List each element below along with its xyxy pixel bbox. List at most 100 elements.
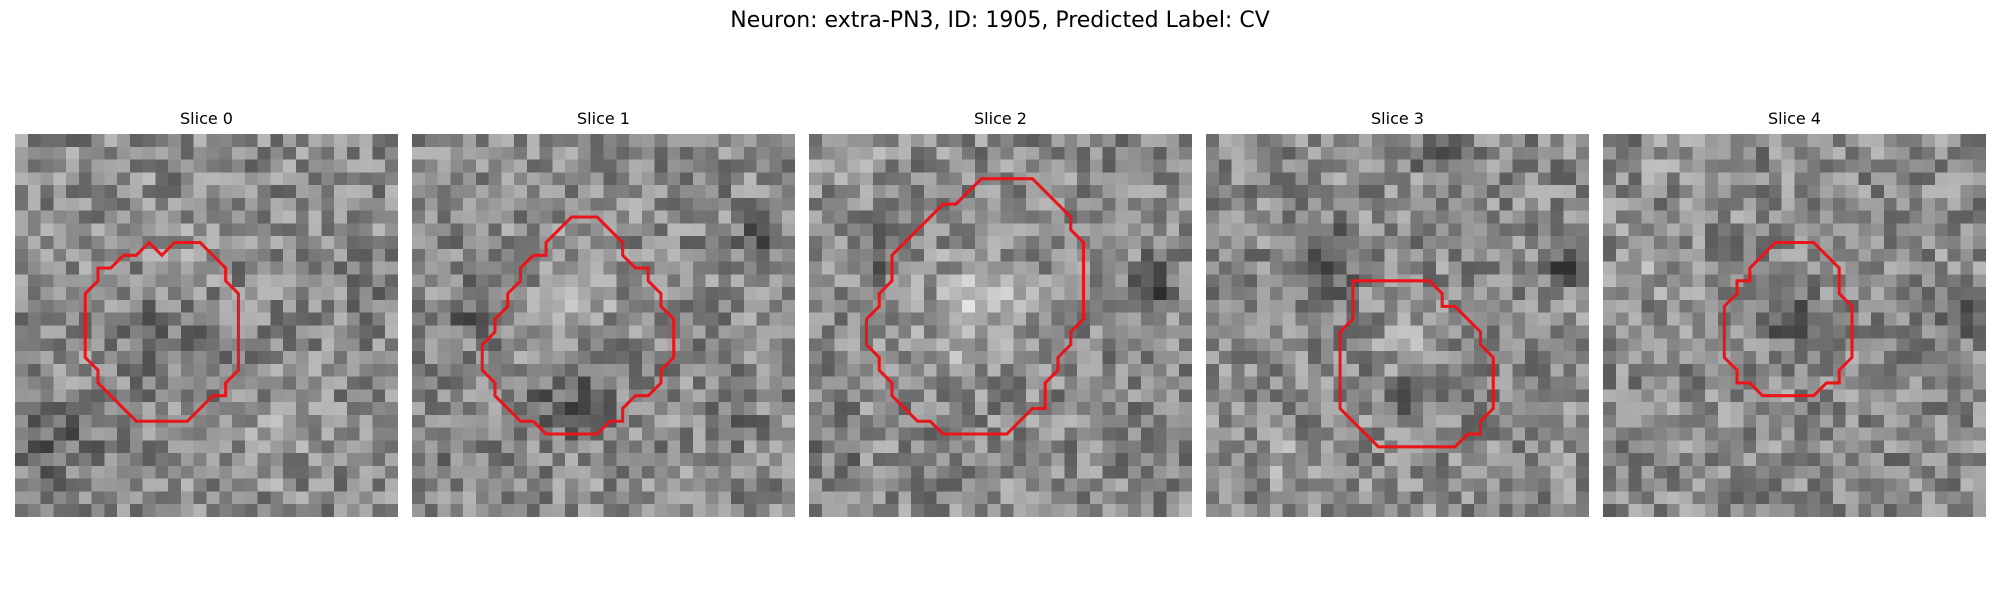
image-pixel bbox=[1537, 325, 1551, 339]
image-pixel bbox=[743, 427, 757, 441]
image-pixel bbox=[1871, 223, 1885, 237]
image-pixel bbox=[1218, 504, 1232, 517]
image-pixel bbox=[270, 402, 284, 416]
image-pixel bbox=[1153, 197, 1167, 211]
image-pixel bbox=[641, 325, 655, 339]
image-pixel bbox=[1153, 325, 1167, 339]
image-pixel bbox=[1486, 504, 1500, 517]
image-pixel bbox=[450, 236, 464, 250]
image-pixel bbox=[193, 299, 207, 313]
image-pixel bbox=[1423, 363, 1437, 377]
image-pixel bbox=[1244, 134, 1258, 148]
image-pixel bbox=[385, 210, 398, 224]
image-pixel bbox=[1845, 134, 1859, 148]
image-pixel bbox=[1089, 236, 1103, 250]
image-pixel bbox=[1576, 453, 1589, 467]
image-pixel bbox=[1051, 236, 1065, 250]
image-pixel bbox=[1550, 236, 1564, 250]
image-pixel bbox=[526, 376, 540, 390]
image-pixel bbox=[155, 325, 169, 339]
image-pixel bbox=[1179, 223, 1192, 237]
image-pixel bbox=[1499, 440, 1513, 454]
image-pixel bbox=[1666, 197, 1680, 211]
image-pixel bbox=[1013, 389, 1027, 403]
image-pixel bbox=[1244, 325, 1258, 339]
image-pixel bbox=[1679, 414, 1693, 428]
image-pixel bbox=[756, 376, 770, 390]
image-pixel bbox=[1474, 172, 1488, 186]
image-pixel bbox=[731, 261, 745, 275]
image-pixel bbox=[40, 185, 54, 199]
image-pixel bbox=[1179, 402, 1192, 416]
image-pixel bbox=[603, 159, 617, 173]
image-pixel bbox=[1947, 274, 1961, 288]
image-pixel bbox=[1628, 312, 1642, 326]
image-pixel bbox=[577, 223, 591, 237]
image-pixel bbox=[1832, 325, 1846, 339]
image-pixel bbox=[847, 504, 861, 517]
image-pixel bbox=[1628, 363, 1642, 377]
image-pixel bbox=[539, 465, 553, 479]
image-pixel bbox=[232, 236, 246, 250]
image-pixel bbox=[232, 146, 246, 160]
image-pixel bbox=[1525, 185, 1539, 199]
image-pixel bbox=[1896, 351, 1910, 365]
image-pixel bbox=[885, 299, 899, 313]
image-pixel bbox=[1563, 351, 1577, 365]
image-pixel bbox=[565, 402, 579, 416]
image-pixel bbox=[412, 325, 426, 339]
image-pixel bbox=[1257, 287, 1271, 301]
image-pixel bbox=[654, 146, 668, 160]
image-pixel bbox=[1206, 402, 1220, 416]
image-pixel bbox=[756, 363, 770, 377]
image-pixel bbox=[168, 351, 182, 365]
image-pixel bbox=[346, 453, 360, 467]
image-pixel bbox=[1768, 351, 1782, 365]
image-pixel bbox=[1947, 465, 1961, 479]
image-pixel bbox=[295, 287, 309, 301]
image-pixel bbox=[1576, 172, 1589, 186]
image-pixel bbox=[936, 248, 950, 262]
image-pixel bbox=[257, 223, 271, 237]
image-pixel bbox=[1000, 299, 1014, 313]
image-pixel bbox=[244, 504, 258, 517]
image-pixel bbox=[705, 351, 719, 365]
image-pixel bbox=[1051, 325, 1065, 339]
image-pixel bbox=[1435, 185, 1449, 199]
image-pixel bbox=[1308, 134, 1322, 148]
image-pixel bbox=[565, 465, 579, 479]
image-pixel bbox=[27, 453, 41, 467]
image-pixel bbox=[1115, 389, 1129, 403]
image-pixel bbox=[1973, 427, 1986, 441]
image-pixel bbox=[1474, 287, 1488, 301]
image-pixel bbox=[412, 402, 426, 416]
image-pixel bbox=[1934, 363, 1948, 377]
image-pixel bbox=[1359, 312, 1373, 326]
image-pixel bbox=[117, 223, 131, 237]
image-pixel bbox=[782, 134, 795, 148]
image-pixel bbox=[974, 440, 988, 454]
image-pixel bbox=[539, 402, 553, 416]
image-pixel bbox=[463, 210, 477, 224]
image-pixel bbox=[885, 465, 899, 479]
image-pixel bbox=[936, 402, 950, 416]
image-pixel bbox=[1013, 363, 1027, 377]
image-pixel bbox=[731, 351, 745, 365]
image-pixel bbox=[692, 299, 706, 313]
image-pixel bbox=[731, 402, 745, 416]
image-pixel bbox=[27, 197, 41, 211]
image-pixel bbox=[1973, 134, 1986, 148]
image-pixel bbox=[565, 376, 579, 390]
image-pixel bbox=[1371, 478, 1385, 492]
image-pixel bbox=[1140, 134, 1154, 148]
image-pixel bbox=[295, 248, 309, 262]
image-pixel bbox=[1257, 491, 1271, 505]
image-pixel bbox=[129, 389, 143, 403]
image-pixel bbox=[15, 465, 29, 479]
image-pixel bbox=[1384, 287, 1398, 301]
image-pixel bbox=[501, 363, 515, 377]
image-pixel bbox=[1089, 197, 1103, 211]
image-pixel bbox=[743, 197, 757, 211]
image-pixel bbox=[1333, 504, 1347, 517]
image-pixel bbox=[680, 414, 694, 428]
